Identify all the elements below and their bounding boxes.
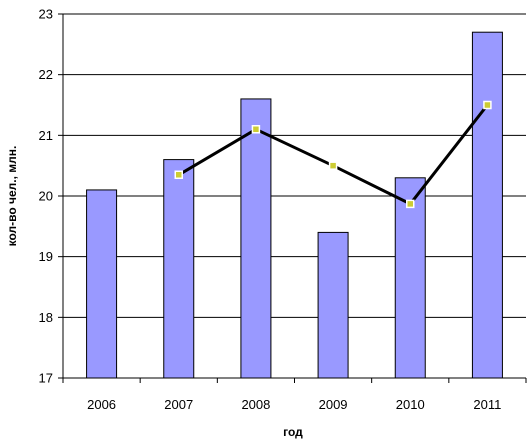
line-marker-2007 [174, 170, 183, 180]
y-tick-label: 17 [39, 371, 53, 386]
x-tick-label: 2008 [241, 397, 270, 412]
y-tick-label: 18 [39, 310, 53, 325]
line-marker-2008 [251, 125, 261, 134]
line-path [178, 104, 489, 206]
y-tick-label: 19 [39, 249, 53, 264]
y-axis-title: кол-во чел., млн. [5, 146, 19, 247]
x-axis-title: год [283, 425, 303, 439]
bar-2009 [317, 231, 349, 379]
x-tick-label: 2010 [396, 397, 425, 412]
axes [58, 13, 527, 383]
tick-labels: 17 18 19 20 21 22 23 2006 2007 2008 2009 2010 2011 [39, 7, 502, 413]
bar-2007 [163, 159, 195, 379]
line-marker-2011 [483, 100, 492, 110]
y-tick-label: 22 [39, 67, 53, 82]
line-marker-2010 [406, 199, 415, 209]
x-tick-label: 2006 [87, 397, 116, 412]
bar-2006 [86, 189, 118, 379]
y-tick-label: 20 [39, 189, 53, 204]
bar-series [86, 31, 503, 379]
x-tick-label: 2011 [473, 397, 501, 412]
bar-2008 [240, 98, 272, 379]
gridlines [63, 13, 526, 318]
line-series [174, 100, 492, 209]
line-marker-2009 [328, 161, 338, 170]
y-tick-label: 23 [39, 7, 53, 22]
x-tick-label: 2007 [164, 397, 193, 412]
bar-2011 [471, 31, 503, 379]
y-tick-label: 21 [39, 128, 53, 143]
x-tick-label: 2009 [319, 397, 348, 412]
